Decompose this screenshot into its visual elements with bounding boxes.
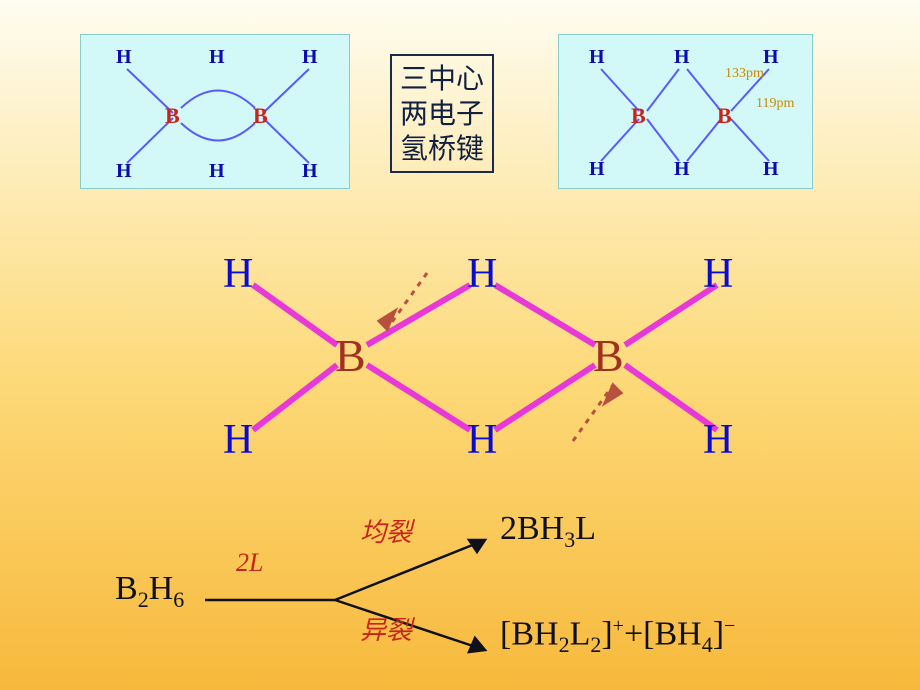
bhb-small-right-svg: H H H H H H B B 133pm 119pm (559, 35, 814, 190)
svg-text:H: H (467, 417, 497, 463)
svg-text:H: H (589, 158, 605, 180)
reactant-formula: B2H6 (115, 570, 184, 613)
center-line-1: 三中心 (400, 62, 484, 97)
center-box: 三中心 两电子 氢桥键 (390, 54, 494, 173)
svg-text:H: H (116, 160, 132, 182)
bhb-small-left-svg: H H H H H H B B (81, 35, 351, 190)
svg-text:H: H (209, 160, 225, 182)
label-119pm: 119pm (756, 96, 794, 111)
product-top: 2BH3L (500, 510, 596, 553)
svg-text:H: H (674, 158, 690, 180)
product-bottom: [BH2L2]++[BH4]− (500, 615, 735, 658)
top-right-diagram: H H H H H H B B 133pm 119pm (558, 34, 813, 189)
svg-text:H: H (209, 46, 225, 68)
svg-text:B: B (631, 103, 646, 128)
svg-text:B: B (717, 103, 732, 128)
svg-text:H: H (302, 160, 318, 182)
svg-text:B: B (335, 330, 366, 381)
svg-text:B: B (253, 103, 268, 128)
svg-text:H: H (223, 417, 253, 463)
svg-text:H: H (589, 46, 605, 68)
svg-text:H: H (223, 251, 253, 297)
top-left-diagram: H H H H H H B B (80, 34, 350, 189)
main-bhb-svg: H H H H H H B B (195, 245, 745, 465)
svg-text:H: H (703, 417, 733, 463)
svg-text:B: B (593, 330, 624, 381)
svg-text:H: H (674, 46, 690, 68)
svg-text:H: H (467, 251, 497, 297)
svg-text:H: H (703, 251, 733, 297)
svg-text:H: H (763, 46, 779, 68)
heterolysis-label: 异裂 (360, 610, 412, 647)
svg-text:H: H (763, 158, 779, 180)
svg-text:H: H (302, 46, 318, 68)
svg-text:B: B (165, 103, 180, 128)
center-line-2: 两电子 (400, 97, 484, 132)
svg-text:H: H (116, 46, 132, 68)
center-line-3: 氢桥键 (400, 132, 484, 167)
homolysis-label: 均裂 (360, 512, 412, 549)
label-133pm: 133pm (725, 66, 764, 81)
main-bhb-diagram: H H H H H H B B (195, 245, 745, 465)
